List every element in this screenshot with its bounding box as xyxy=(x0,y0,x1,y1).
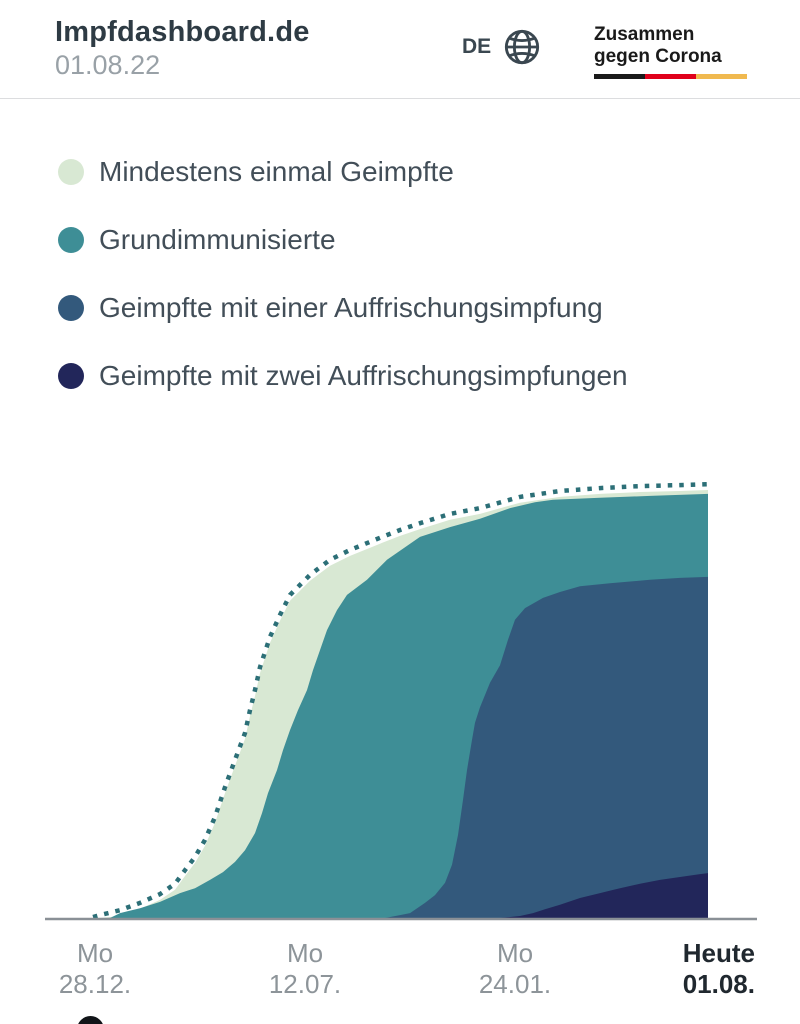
legend-label: Mindestens einmal Geimpfte xyxy=(99,156,454,187)
tick-day: Mo xyxy=(286,938,324,968)
chart-legend: Mindestens einmal Geimpfte Grundimmunisie… xyxy=(58,152,628,396)
tick-day: Mo xyxy=(496,938,534,968)
legend-label: Geimpfte mit einer Auffrischungsimpfung xyxy=(99,292,603,323)
legend-label: Grundimmunisierte xyxy=(99,224,336,255)
vaccination-area-chart[interactable] xyxy=(0,430,800,930)
logo-line2: gegen Corona xyxy=(594,46,722,67)
flag-black xyxy=(594,74,645,79)
legend-swatch-icon xyxy=(58,227,84,253)
legend-label: Geimpfte mit zwei Auffrischungsimpfungen xyxy=(99,360,628,391)
chart-svg[interactable] xyxy=(0,430,800,930)
language-switcher[interactable]: DE xyxy=(462,28,541,66)
header-divider xyxy=(0,98,800,99)
german-flag-bar xyxy=(594,74,747,79)
flag-red xyxy=(645,74,696,79)
x-tick: Mo 28.12. xyxy=(50,938,140,1000)
legend-item: Geimpfte mit zwei Auffrischungsimpfungen xyxy=(58,356,628,396)
logo-line1: Zusammen xyxy=(594,24,695,45)
tick-day: Mo xyxy=(76,938,114,968)
tick-date: 01.08. xyxy=(682,969,755,999)
next-section-bullet-icon xyxy=(77,1016,104,1024)
tick-date: 24.01. xyxy=(478,969,552,999)
zusammen-gegen-corona-logo[interactable]: Zusammen gegen Corona xyxy=(594,24,752,79)
x-tick: Mo 24.01. xyxy=(470,938,560,1000)
area-erste-auffrischung xyxy=(385,576,708,918)
page-date: 01.08.22 xyxy=(55,50,161,80)
legend-swatch-icon xyxy=(58,295,84,321)
language-label[interactable]: DE xyxy=(462,35,492,58)
legend-item: Grundimmunisierte xyxy=(58,220,628,260)
tick-date: 12.07. xyxy=(268,969,342,999)
flag-gold xyxy=(696,74,747,79)
x-tick: Mo 12.07. xyxy=(260,938,350,1000)
tick-date: 28.12. xyxy=(58,969,132,999)
x-axis-labels: Mo 28.12. Mo 12.07. Mo 24.01. Heute 01.08. xyxy=(0,938,800,1004)
legend-item: Mindestens einmal Geimpfte xyxy=(58,152,628,192)
x-tick: Heute 01.08. xyxy=(665,938,755,1000)
page-title: Impfdashboard.de xyxy=(55,16,310,48)
globe-icon[interactable] xyxy=(503,28,541,66)
area-zweite-auffrischung xyxy=(500,873,708,918)
legend-swatch-icon xyxy=(58,363,84,389)
legend-swatch-icon xyxy=(58,159,84,185)
legend-item: Geimpfte mit einer Auffrischungsimpfung xyxy=(58,288,628,328)
tick-day: Heute xyxy=(682,938,755,968)
dotted-first-dose-line xyxy=(92,481,709,920)
